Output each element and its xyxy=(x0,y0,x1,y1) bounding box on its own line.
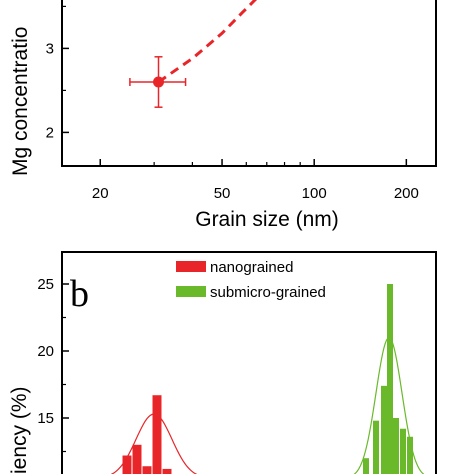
panel-a-trend-line xyxy=(157,0,258,84)
panel-b-bar-nanograined xyxy=(142,466,152,474)
legend: nanograined submicro-grained xyxy=(176,259,326,301)
legend-label-submicro-grained: submicro-grained xyxy=(210,284,326,301)
panel-b-y-tick-label: 25 xyxy=(37,276,54,293)
legend-swatch-submicro-grained xyxy=(176,286,206,297)
panel-a-x-tick-label: 50 xyxy=(214,185,231,202)
panel-a-x-axis-title: Grain size (nm) xyxy=(195,208,339,231)
panel-a-y-axis-title: Mg concentratio xyxy=(9,27,32,176)
panel-b-bar-nanograined xyxy=(162,468,172,474)
panel-b-bar-submicro-grained xyxy=(387,284,393,474)
panel-a-ticks: 20 50 100 200 2 3 xyxy=(46,5,419,202)
panel-b-bar-submicro-grained xyxy=(393,418,399,474)
panel-b-plot-frame xyxy=(61,251,437,474)
panel-b-fit-curve-submicro-grained xyxy=(353,336,425,474)
panel-a-x-tick-label: 20 xyxy=(92,185,109,202)
panel-a: 20 50 100 200 2 3 Mg concentratio Grain size … xyxy=(9,0,437,231)
panel-b-bar-submicro-grained xyxy=(407,436,413,474)
panel-b-bar-nanograined xyxy=(132,444,142,474)
panel-a-y-tick-label: 2 xyxy=(46,124,54,141)
panel-b-marks xyxy=(110,284,425,474)
panel-a-marks xyxy=(129,0,258,108)
panel-b-bar-submicro-grained xyxy=(363,458,369,474)
panel-b-bar-submicro-grained xyxy=(381,385,387,474)
panel-b-y-axis-title: iency (%) xyxy=(8,386,31,474)
panel-b-bar-nanograined xyxy=(122,455,132,474)
panel-b-ticks: 15 20 25 xyxy=(37,276,69,453)
panel-a-x-tick-label: 200 xyxy=(394,185,419,202)
panel-b-bar-submicro-grained xyxy=(373,420,379,474)
panel-b-y-tick-label: 20 xyxy=(37,343,54,360)
panel-b-fit-curve-nanograined xyxy=(110,413,198,474)
panel-b-bar-nanograined xyxy=(152,395,162,474)
legend-swatch-nanograined xyxy=(176,261,206,272)
panel-a-y-tick-label: 3 xyxy=(46,40,54,57)
panel-b-y-tick-label: 15 xyxy=(37,410,54,427)
legend-label-nanograined: nanograined xyxy=(210,259,293,276)
panel-b: 15 20 25 b iency (%) nanograined submicro-… xyxy=(8,251,437,474)
panel-a-data-point xyxy=(153,76,165,88)
panel-a-plot-frame xyxy=(61,0,437,167)
panel-b-letter: b xyxy=(70,273,89,315)
panel-a-x-tick-label: 100 xyxy=(302,185,327,202)
panel-b-bar-submicro-grained xyxy=(400,428,406,474)
